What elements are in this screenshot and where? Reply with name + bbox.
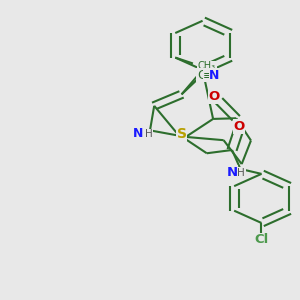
Text: N: N [133,127,143,140]
Text: S: S [176,127,187,141]
Text: O: O [209,90,220,103]
Text: O: O [233,120,245,133]
Text: ≡: ≡ [203,69,213,82]
Text: H: H [237,168,245,178]
Text: N: N [209,69,220,82]
Text: CH₃: CH₃ [198,61,216,71]
Text: N: N [226,166,238,179]
Text: C: C [197,69,206,82]
Text: H: H [145,129,153,139]
Text: Cl: Cl [254,233,268,247]
